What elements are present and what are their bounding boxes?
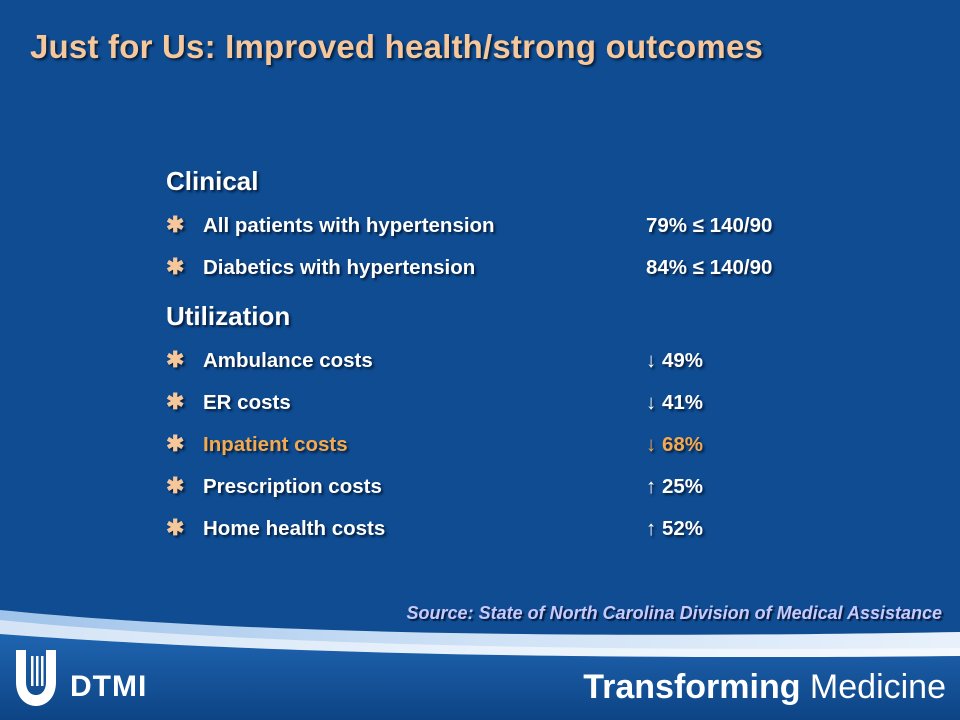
asterisk-bullet-icon: ✱ (166, 212, 185, 237)
item-value: ↓ 41% (646, 391, 703, 414)
list-item-highlighted: ✱ Inpatient costs ↓ 68% (166, 431, 866, 463)
source-citation: Source: State of North Carolina Division… (406, 603, 942, 623)
item-label: Ambulance costs (203, 349, 373, 372)
item-label: Diabetics with hypertension (203, 256, 476, 279)
tagline-bold: Transforming (583, 668, 801, 706)
asterisk-bullet-icon: ✱ (166, 347, 185, 372)
item-value: ↓ 49% (646, 349, 703, 372)
item-label: All patients with hypertension (203, 214, 495, 237)
list-item: ✱ Diabetics with hypertension 84% ≤ 140/… (166, 254, 866, 286)
list-item: ✱ ER costs ↓ 41% (166, 389, 866, 421)
section-heading-clinical: Clinical (166, 166, 259, 196)
tagline-rest: Medicine (800, 668, 946, 706)
item-value: ↑ 25% (646, 475, 703, 498)
slide-title: Just for Us: Improved health/strong outc… (30, 28, 764, 65)
asterisk-bullet-icon: ✱ (166, 473, 185, 498)
section-heading-utilization: Utilization (166, 301, 291, 331)
item-value: 79% ≤ 140/90 (646, 214, 773, 237)
item-label: Home health costs (203, 517, 386, 540)
item-value: ↓ 68% (646, 433, 703, 456)
item-value: 84% ≤ 140/90 (646, 256, 773, 279)
list-item: ✱ Ambulance costs ↓ 49% (166, 347, 866, 379)
item-label: ER costs (203, 391, 291, 414)
content-area: Clinical ✱ All patients with hypertensio… (166, 166, 866, 547)
asterisk-bullet-icon: ✱ (166, 431, 185, 456)
list-item: ✱ All patients with hypertension 79% ≤ 1… (166, 212, 866, 244)
item-value: ↑ 52% (646, 517, 703, 540)
list-item: ✱ Home health costs ↑ 52% (166, 515, 866, 547)
asterisk-bullet-icon: ✱ (166, 254, 185, 279)
item-label: Prescription costs (203, 475, 382, 498)
dtmi-logo-text: DTMI (70, 670, 148, 703)
footer-wave-graphic (0, 610, 960, 720)
list-item: ✱ Prescription costs ↑ 25% (166, 473, 866, 505)
item-label: Inpatient costs (203, 433, 348, 456)
dtmi-chapel-logo-icon (16, 650, 56, 706)
asterisk-bullet-icon: ✱ (166, 515, 185, 540)
asterisk-bullet-icon: ✱ (166, 389, 185, 414)
tagline: Transforming Medicine (583, 668, 946, 707)
